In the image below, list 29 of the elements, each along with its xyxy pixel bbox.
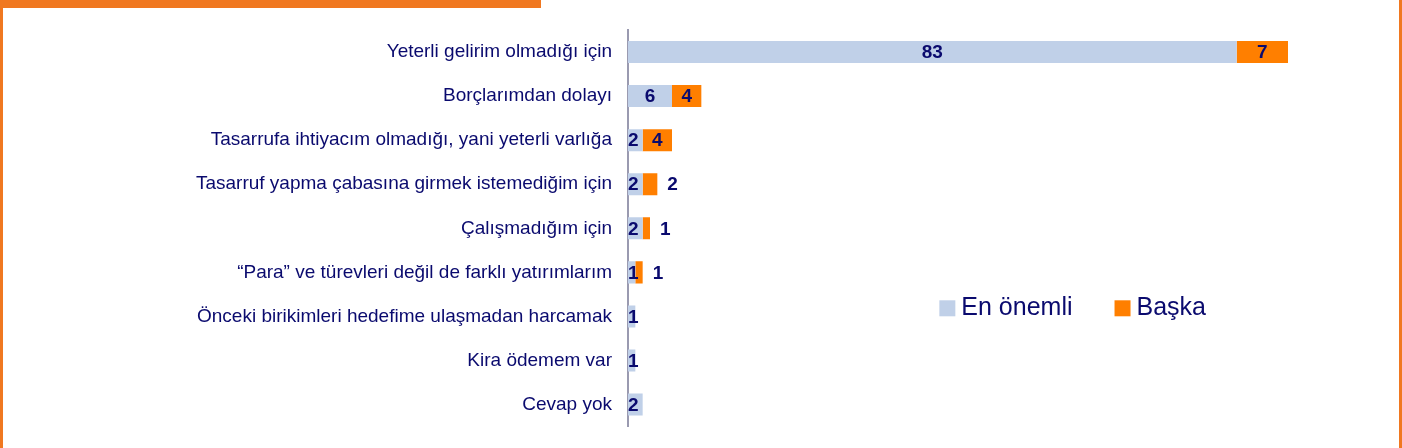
y-tick-label: Borçlarımdan dolayı: [443, 84, 612, 106]
y-tick-label: Önceki birikimleri hedefime ulaşmadan harcamak: [196, 304, 613, 326]
data-label: 2: [628, 173, 639, 195]
y-tick-label: Çalışmadığım için: [461, 216, 612, 238]
bar: [642, 217, 650, 240]
legend-label: En önemli: [961, 292, 1073, 321]
y-tick-label: “Para” ve türevleri değil de farklı yatırımlarım: [237, 260, 612, 282]
data-label: 7: [1257, 41, 1268, 63]
data-label: 2: [667, 173, 678, 195]
y-tick-label: Kira ödemem var: [467, 348, 613, 370]
data-label: 2: [628, 393, 639, 415]
data-label: 1: [652, 261, 664, 283]
y-tick-label: Tasarrufa ihtiyacım olmadığı, yani yeterli varlığa: [210, 128, 613, 150]
data-label: 4: [681, 85, 693, 107]
y-tick-label: Tasarruf yapma çabasına girmek istemediğim için: [195, 172, 612, 194]
legend-label: Başka: [1136, 292, 1207, 321]
data-label: 2: [628, 217, 639, 239]
data-label: 4: [652, 129, 664, 151]
bar: [642, 173, 658, 196]
y-tick-label: Cevap yok: [522, 392, 613, 414]
bar: [628, 41, 1237, 64]
data-label: 1: [660, 217, 671, 239]
data-label: 6: [644, 85, 656, 107]
data-label: 1: [628, 305, 639, 327]
data-label: 2: [628, 129, 639, 151]
y-tick-label: Yeterli gelirim olmadığı için: [386, 40, 612, 62]
bar: [1236, 41, 1288, 64]
data-label: 1: [628, 349, 639, 371]
data-label: 83: [921, 41, 943, 63]
